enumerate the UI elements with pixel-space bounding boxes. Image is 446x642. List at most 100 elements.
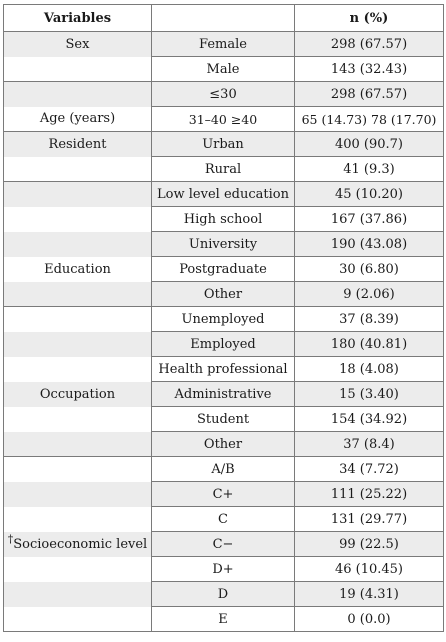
cell-category: D+	[151, 556, 295, 582]
cell-variable	[3, 581, 152, 607]
cell-value: 37 (8.39)	[294, 306, 444, 332]
cell-variable	[3, 156, 152, 182]
cell-category: High school	[151, 206, 295, 232]
cell-category: Postgraduate	[151, 256, 295, 282]
cell-variable: Resident	[3, 131, 152, 157]
table-row: C 131 (29.77)	[3, 506, 444, 532]
cell-value: 99 (22.5)	[294, 531, 444, 557]
cell-variable	[3, 481, 152, 507]
cell-category: Other	[151, 281, 295, 307]
variable-label: Resident	[48, 136, 107, 152]
table-row: Rural 41 (9.3)	[3, 156, 444, 182]
table-row: Other 9 (2.06)	[3, 281, 444, 307]
table-row: C+ 111 (25.22)	[3, 481, 444, 507]
demographics-table: Variables n (%) Sex Female 298 (67.57) Male…	[3, 4, 444, 632]
cell-value: 30 (6.80)	[294, 256, 444, 282]
cell-category: 31–40 ≥40	[151, 106, 295, 132]
cell-category: E	[151, 606, 295, 632]
cell-variable: Occupation	[3, 381, 152, 407]
table-row: Education Postgraduate 30 (6.80)	[3, 256, 444, 282]
table-row: D 19 (4.31)	[3, 581, 444, 607]
cell-value: 45 (10.20)	[294, 181, 444, 207]
table-row: ≤30 298 (67.57)	[3, 81, 444, 107]
cell-value: 111 (25.22)	[294, 481, 444, 507]
cell-value: 37 (8.4)	[294, 431, 444, 457]
table-row: University 190 (43.08)	[3, 231, 444, 257]
cell-variable	[3, 606, 152, 632]
cell-variable	[3, 406, 152, 432]
table-row: A/B 34 (7.72)	[3, 456, 444, 482]
variable-label: Socioeconomic level	[13, 536, 148, 552]
table-row: Health professional 18 (4.08)	[3, 356, 444, 382]
cell-variable	[3, 306, 152, 332]
cell-variable	[3, 231, 152, 257]
cell-category: Employed	[151, 331, 295, 357]
table-row: Age (years) 31–40 ≥40 65 (14.73) 78 (17.70…	[3, 106, 444, 132]
cell-category: ≤30	[151, 81, 295, 107]
cell-category: C+	[151, 481, 295, 507]
table-header: Variables n (%)	[3, 4, 444, 32]
cell-variable	[3, 431, 152, 457]
cell-value: 400 (90.7)	[294, 131, 444, 157]
cell-variable	[3, 356, 152, 382]
header-n-percent: n (%)	[294, 4, 444, 32]
cell-category: Female	[151, 31, 295, 57]
cell-variable: Age (years)	[3, 106, 152, 132]
table-row: Other 37 (8.4)	[3, 431, 444, 457]
cell-value: 41 (9.3)	[294, 156, 444, 182]
cell-value: 154 (34.92)	[294, 406, 444, 432]
cell-category: Other	[151, 431, 295, 457]
cell-variable: Education	[3, 256, 152, 282]
variable-label: Age (years)	[39, 111, 116, 127]
cell-variable	[3, 81, 152, 107]
cell-value: 46 (10.45)	[294, 556, 444, 582]
cell-value: 298 (67.57)	[294, 81, 444, 107]
cell-category: Health professional	[151, 356, 295, 382]
cell-value: 190 (43.08)	[294, 231, 444, 257]
table-row: Sex Female 298 (67.57)	[3, 31, 444, 57]
cell-value: 18 (4.08)	[294, 356, 444, 382]
variable-label: Education	[44, 261, 111, 277]
cell-variable	[3, 206, 152, 232]
cell-category: A/B	[151, 456, 295, 482]
cell-category: Urban	[151, 131, 295, 157]
cell-category: C−	[151, 531, 295, 557]
cell-category: Rural	[151, 156, 295, 182]
cell-category: Low level education	[151, 181, 295, 207]
cell-category: D	[151, 581, 295, 607]
table-row: Occupation Administrative 15 (3.40)	[3, 381, 444, 407]
table-row: Employed 180 (40.81)	[3, 331, 444, 357]
cell-variable	[3, 556, 152, 582]
cell-value: 15 (3.40)	[294, 381, 444, 407]
cell-category: Unemployed	[151, 306, 295, 332]
variable-label: Sex	[65, 36, 90, 52]
cell-value: 65 (14.73) 78 (17.70)	[294, 106, 444, 132]
table-row: High school 167 (37.86)	[3, 206, 444, 232]
cell-value: 34 (7.72)	[294, 456, 444, 482]
table-row: Student 154 (34.92)	[3, 406, 444, 432]
cell-category: Male	[151, 56, 295, 82]
cell-category: C	[151, 506, 295, 532]
cell-variable	[3, 456, 152, 482]
cell-variable	[3, 56, 152, 82]
cell-category: Student	[151, 406, 295, 432]
cell-variable	[3, 331, 152, 357]
cell-value: 167 (37.86)	[294, 206, 444, 232]
cell-category: Administrative	[151, 381, 295, 407]
cell-value: 19 (4.31)	[294, 581, 444, 607]
cell-variable	[3, 506, 152, 532]
variable-label: Occupation	[39, 386, 116, 402]
footnote-mark: †	[7, 532, 14, 546]
cell-value: 0 (0.0)	[294, 606, 444, 632]
cell-category: University	[151, 231, 295, 257]
cell-value: 180 (40.81)	[294, 331, 444, 357]
header-category	[151, 4, 295, 32]
table-row: Unemployed 37 (8.39)	[3, 306, 444, 332]
cell-value: 143 (32.43)	[294, 56, 444, 82]
table-body: Sex Female 298 (67.57) Male 143 (32.43) ≤30 29…	[3, 31, 444, 632]
cell-value: 131 (29.77)	[294, 506, 444, 532]
table-row: Male 143 (32.43)	[3, 56, 444, 82]
cell-variable: Sex	[3, 31, 152, 57]
cell-value: 298 (67.57)	[294, 31, 444, 57]
